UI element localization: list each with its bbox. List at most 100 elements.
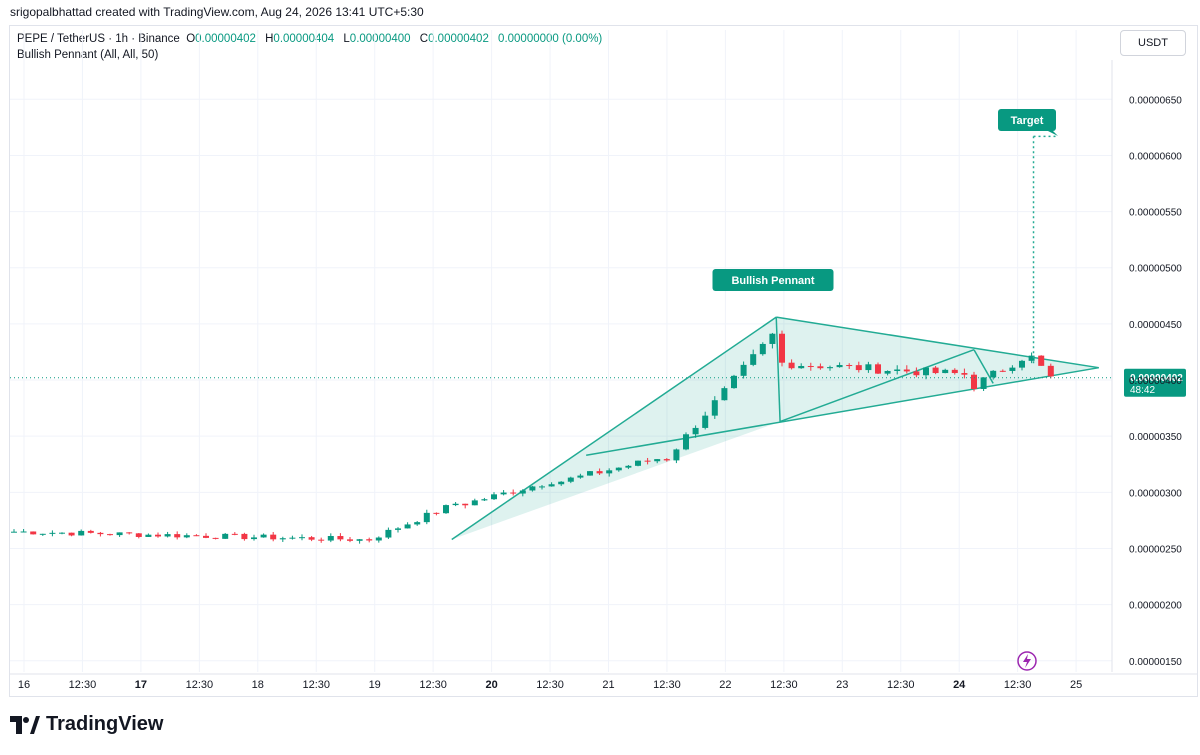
grid [10, 30, 1112, 672]
candle [740, 361, 747, 379]
price-tick-label: 0.00000400 [1129, 376, 1182, 387]
candle-body [625, 465, 632, 468]
candle-body [289, 537, 296, 539]
time-tick-label: 24 [953, 679, 966, 691]
candle [999, 369, 1006, 373]
candle [39, 533, 46, 536]
candle-body [923, 367, 929, 376]
candle-body [798, 366, 805, 369]
candles [11, 330, 1054, 544]
candle-body [855, 365, 862, 371]
candle [356, 539, 363, 544]
candle [587, 471, 593, 476]
candle-body [107, 534, 113, 536]
candle-body [558, 481, 565, 485]
candle [769, 332, 776, 349]
price-tick-label: 0.00000350 [1129, 432, 1182, 443]
candle [491, 492, 497, 500]
candle [251, 534, 257, 541]
candle [865, 361, 872, 373]
candle-body [11, 531, 17, 533]
candle [279, 536, 286, 542]
candle-body [241, 533, 248, 540]
candle-body [539, 486, 545, 488]
candle [78, 529, 85, 536]
candle [731, 374, 737, 389]
candle-body [1019, 360, 1025, 368]
bullish-pennant-label-bg [712, 269, 834, 291]
target-label-bg [998, 109, 1056, 131]
candle-body [375, 537, 382, 541]
bullish-pennant-label-text: Bullish Pennant [731, 275, 814, 287]
candle [337, 533, 344, 542]
candle [500, 490, 507, 496]
time-tick-label: 19 [369, 679, 381, 691]
candle [366, 537, 373, 543]
candle [212, 537, 219, 540]
low-value: 0.00000400 [349, 33, 411, 45]
candle [923, 367, 929, 380]
candle [807, 362, 814, 371]
currency-button[interactable]: USDT [1120, 30, 1186, 56]
candle-body [683, 434, 689, 450]
indicator-legend[interactable]: Bullish Pennant (All, All, 50) [17, 49, 159, 61]
candle [385, 527, 392, 540]
time-tick-label: 12:30 [653, 679, 681, 691]
candle-body [846, 365, 853, 367]
candle-body [126, 532, 133, 534]
time-tick-label: 12:30 [536, 679, 564, 691]
candle-body [212, 537, 219, 539]
candle-body [971, 374, 977, 389]
candle-body [567, 477, 574, 482]
candle-body [884, 370, 891, 374]
candle [990, 370, 997, 380]
time-tick-label: 17 [135, 679, 147, 691]
candle [97, 531, 104, 537]
candle-body [731, 375, 737, 389]
candle-body [951, 369, 958, 374]
candle [1009, 365, 1016, 374]
candle [203, 533, 209, 539]
candle [270, 532, 277, 542]
candle [433, 512, 440, 516]
candle-body [529, 486, 536, 491]
candle-body [318, 539, 325, 541]
price-tick-label: 0.00000550 [1129, 208, 1182, 219]
candle-body [68, 532, 75, 536]
time-axis[interactable]: 16 12:30 17 12:30 18 12:30 19 12:30 20 12:30 21 12:… [10, 673, 1197, 691]
chart-frame [9, 25, 1198, 697]
candle [625, 465, 632, 470]
creator-banner: srigopalbhattad created with TradingView… [0, 0, 1200, 25]
candle-body [404, 524, 411, 529]
candle-body [59, 532, 65, 534]
lightning-icon-bolt [1023, 654, 1031, 668]
candle [126, 532, 133, 535]
candle [87, 529, 94, 534]
candle [683, 432, 689, 451]
candle [222, 532, 229, 539]
time-tick-label: 25 [1070, 679, 1082, 691]
candle [49, 530, 56, 537]
candle [519, 489, 526, 497]
candle [107, 533, 113, 536]
candle [462, 503, 469, 509]
symbol-name[interactable]: PEPE / TetherUS · 1h · Binance [17, 33, 180, 45]
candle-body [385, 529, 392, 538]
candle [539, 484, 545, 490]
candle [558, 481, 565, 486]
last-price-text: 0.00000402 [1130, 373, 1183, 384]
candle-body [759, 343, 766, 355]
candle-body [980, 377, 987, 389]
time-tick-label: 12:30 [69, 679, 97, 691]
candle-body [865, 364, 872, 371]
price-axis[interactable]: 0.00000650 0.00000600 0.00000550 0.00000500… [1111, 60, 1182, 672]
candle-body [87, 530, 94, 533]
candle [481, 497, 488, 501]
candle-body [836, 365, 843, 368]
candle-body [491, 494, 497, 500]
candle [414, 521, 421, 526]
candle [596, 468, 603, 475]
candle-body [1028, 355, 1035, 361]
lightning-icon [1017, 651, 1037, 671]
